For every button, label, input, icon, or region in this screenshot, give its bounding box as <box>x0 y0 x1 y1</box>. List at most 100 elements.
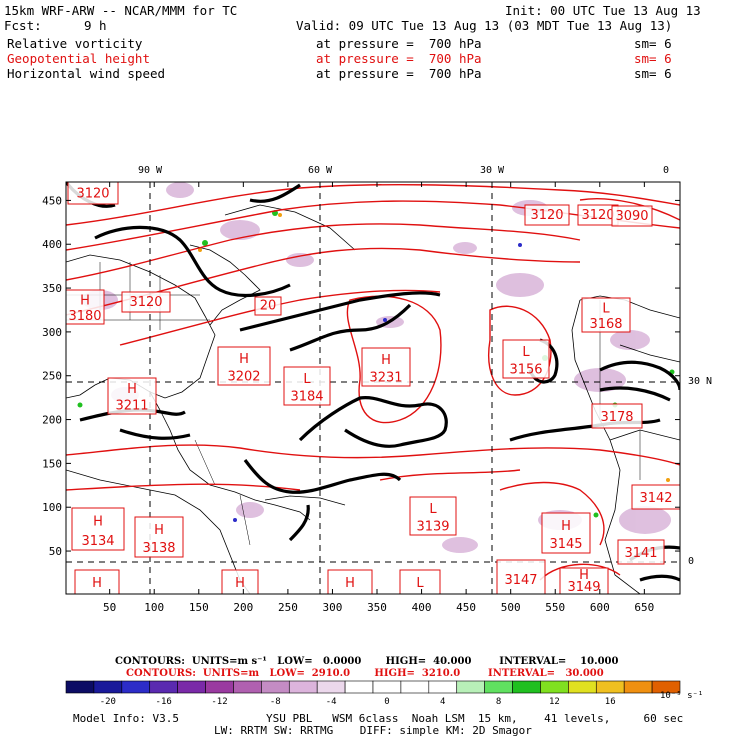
pressure-center-type: H <box>579 568 589 583</box>
physics-line-2: LW: RRTM SW: RRTMG DIFF: simple KM: 2D S… <box>214 724 532 737</box>
y-tick-label: 150 <box>42 457 62 470</box>
x-tick-label: 500 <box>501 601 521 614</box>
pressure-center-value: 3139 <box>416 519 449 534</box>
x-tick-label: 300 <box>323 601 343 614</box>
colorbar-cell <box>233 680 262 694</box>
y-tick-label: 350 <box>42 282 62 295</box>
pressure-center-box: H 3138 <box>134 516 184 558</box>
x-tick-label: 600 <box>590 601 610 614</box>
field-1-level: at pressure = 700 hPa <box>316 36 482 51</box>
y-tick-label: 100 <box>42 501 62 514</box>
colorbar-cell <box>568 680 597 694</box>
pressure-center-label: H <box>92 576 102 591</box>
pressure-center-label: 3178 <box>600 410 633 425</box>
colorbar-cell <box>93 680 123 694</box>
pressure-center-box: L 3156 <box>502 339 550 379</box>
pressure-center-type: H <box>127 382 137 397</box>
latitude-label: 0 <box>688 556 694 567</box>
colorbar-cell <box>372 680 402 694</box>
negative-vorticity-spots <box>233 243 522 522</box>
y-tick-label: 450 <box>42 194 62 207</box>
colorbar-label: 12 <box>548 697 560 707</box>
field-3-name: Horizontal wind speed <box>7 66 166 81</box>
field-2-smooth: sm= 6 <box>634 51 672 66</box>
y-tick-label: 250 <box>42 370 62 383</box>
colorbar-label: -4 <box>325 697 337 707</box>
colorbar-cell <box>428 680 458 694</box>
y-tick-label: 200 <box>42 414 62 427</box>
colorbar-label: 4 <box>440 697 446 707</box>
x-tick-label: 400 <box>412 601 432 614</box>
pressure-center-type: H <box>561 519 571 534</box>
pressure-center-value: 3134 <box>81 534 114 549</box>
pressure-center-box: 20 <box>254 296 282 316</box>
x-tick-label: 100 <box>144 601 164 614</box>
pressure-center-box: 3120 <box>577 204 619 226</box>
pressure-center-type: L <box>602 301 610 316</box>
colorbar-cell <box>316 680 346 694</box>
x-tick-label: 50 <box>103 601 116 614</box>
pressure-center-box: H <box>327 569 373 594</box>
pressure-center-label: 3120 <box>76 186 109 201</box>
colorbar-cell <box>540 680 569 694</box>
pressure-center-box: L <box>399 569 441 594</box>
pressure-center-value: 3184 <box>290 389 323 404</box>
contour-legend-wind: CONTOURS: UNITS=m s⁻¹ LOW= 0.0000 HIGH= … <box>115 656 619 667</box>
x-tick-label: 350 <box>367 601 387 614</box>
pressure-center-label: 3141 <box>624 546 657 561</box>
colorbar-label: -12 <box>211 697 228 707</box>
colorbar-label: 8 <box>495 697 502 707</box>
colorbar-cell <box>400 680 430 694</box>
pressure-center-label: 3090 <box>615 209 648 224</box>
y-tick-label: 400 <box>42 238 62 251</box>
field-2-level: at pressure = 700 hPa <box>316 51 482 66</box>
pressure-center-value: 3202 <box>227 369 260 384</box>
pressure-center-box: 3120 <box>67 182 119 205</box>
pressure-center-box: H 3145 <box>541 512 591 554</box>
contour-legend-height: CONTOURS: UNITS=m LOW= 2910.0 HIGH= 3210… <box>126 668 604 679</box>
pressure-center-value: 3149 <box>567 580 600 595</box>
pressure-center-value: 3231 <box>369 370 402 385</box>
pressure-center-box: L 3139 <box>409 496 457 536</box>
colorbar-label: -16 <box>155 697 172 707</box>
pressure-center-value: 3138 <box>142 541 175 556</box>
physics-line-1: YSU PBL WSM 6class Noah LSM 15 km, 41 le… <box>266 712 684 725</box>
pressure-center-value: 3168 <box>589 317 622 332</box>
pressure-center-box: 3090 <box>611 205 653 227</box>
colorbar-cell <box>623 680 653 694</box>
latitude-label: 30 N <box>688 376 712 387</box>
pressure-center-label: H <box>235 576 245 591</box>
pressure-center-box: 3141 <box>617 539 665 565</box>
colorbar-cell <box>344 680 374 694</box>
pressure-center-box: H 3211 <box>107 377 157 415</box>
y-tick-label: 300 <box>42 326 62 339</box>
colorbar-label: 0 <box>384 697 390 707</box>
pressure-center-label: 20 <box>260 299 277 314</box>
pressure-center-box: 3178 <box>591 403 643 429</box>
colorbar-cell <box>456 680 485 694</box>
pressure-center-type: H <box>381 353 391 368</box>
forecast-hour: 9 h <box>84 18 107 33</box>
pressure-center-type: H <box>154 523 164 538</box>
x-tick-label: 150 <box>189 601 209 614</box>
colorbar-label: 16 <box>604 697 616 707</box>
pressure-center-label: 3147 <box>504 573 537 588</box>
strong-vorticity-spots <box>198 213 670 482</box>
pressure-center-box: 3120 <box>524 204 570 226</box>
field-2-name: Geopotential height <box>7 51 150 66</box>
x-tick-label: 250 <box>278 601 298 614</box>
pressure-center-label: H <box>345 576 355 591</box>
pressure-center-box: 3147 <box>496 559 546 594</box>
y-tick-label: 50 <box>49 545 62 558</box>
pressure-center-value: 3145 <box>549 537 582 552</box>
pressure-center-label: 3120 <box>530 208 563 223</box>
colorbar-cell <box>288 680 318 694</box>
model-title: 15km WRF-ARW -- NCAR/MMM for TC <box>4 3 238 18</box>
pressure-center-label: 3120 <box>581 208 614 223</box>
colorbar-label: -20 <box>99 697 116 707</box>
pressure-center-value: 3180 <box>68 309 101 324</box>
